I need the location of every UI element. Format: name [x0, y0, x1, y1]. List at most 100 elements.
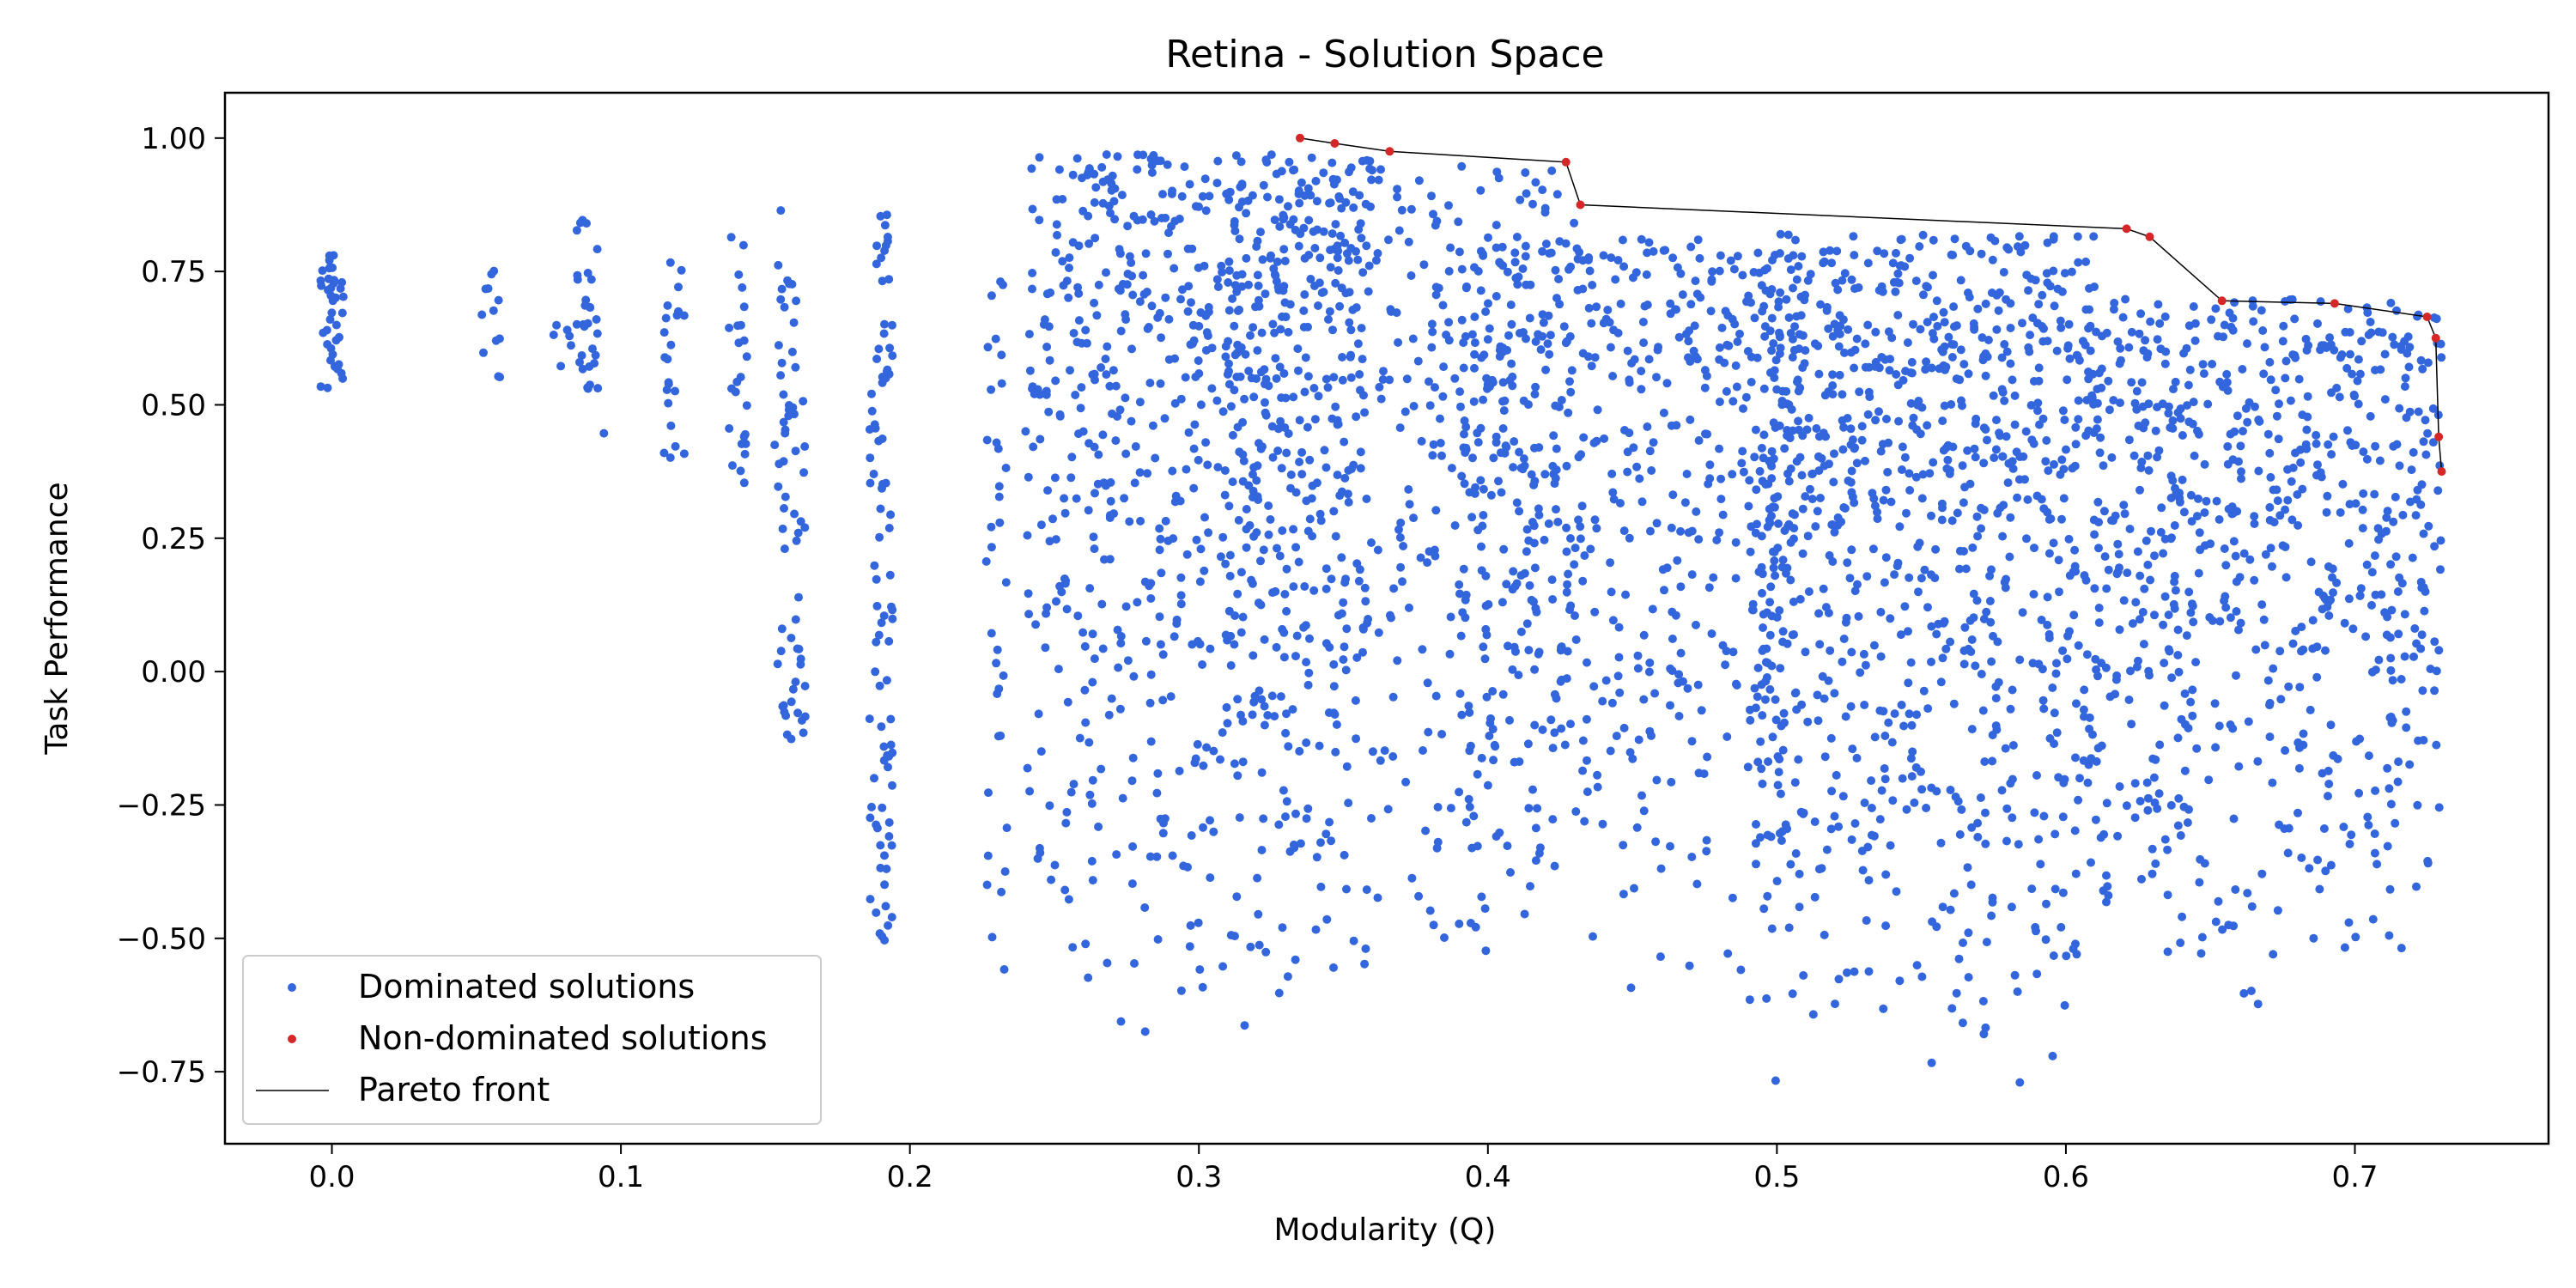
dominated-point — [1667, 523, 1676, 532]
dominated-point — [1419, 746, 1427, 755]
dominated-point — [1294, 186, 1303, 196]
dominated-point — [1606, 746, 1615, 756]
dominated-point — [1907, 772, 1917, 781]
dominated-point — [1888, 796, 1898, 805]
dominated-point — [1170, 398, 1180, 408]
dominated-point — [1270, 216, 1279, 225]
dominated-point — [2124, 343, 2134, 352]
dominated-point — [1548, 815, 1558, 824]
dominated-point — [1061, 818, 1071, 828]
dominated-point — [776, 371, 786, 380]
dominated-point — [987, 933, 997, 942]
dominated-point — [1455, 589, 1464, 598]
dominated-point — [1084, 239, 1094, 248]
dominated-point — [1786, 329, 1795, 337]
dominated-point — [1844, 476, 1853, 485]
dominated-point — [2140, 584, 2149, 593]
dominated-point — [2299, 645, 2308, 654]
dominated-point — [1302, 658, 1311, 667]
dominated-point — [1911, 276, 1921, 286]
dominated-point — [1396, 562, 1406, 572]
dominated-point — [1062, 807, 1072, 817]
dominated-point — [1776, 789, 1785, 799]
dominated-point — [2190, 336, 2200, 345]
dominated-point — [2428, 404, 2438, 413]
dominated-point — [1829, 477, 1838, 487]
dominated-point — [1771, 355, 1781, 365]
dominated-point — [2037, 616, 2046, 624]
dominated-point — [1768, 547, 1777, 556]
dominated-point — [1127, 879, 1137, 889]
dominated-point — [1431, 506, 1441, 515]
dominated-point — [1838, 416, 1847, 425]
dominated-point — [1408, 334, 1418, 343]
dominated-point — [1140, 903, 1150, 912]
dominated-point — [1224, 257, 1234, 266]
dominated-point — [2366, 318, 2375, 326]
dominated-point — [2057, 922, 2066, 932]
dominated-point — [1355, 191, 1364, 200]
dominated-point — [1947, 353, 1957, 361]
dominated-point — [1455, 689, 1465, 698]
dominated-point — [1813, 507, 1822, 516]
dominated-point — [2139, 346, 2148, 355]
dominated-point — [1188, 320, 1198, 330]
dominated-point — [1236, 372, 1245, 381]
dominated-point — [1120, 494, 1129, 503]
dominated-point — [1634, 735, 1643, 744]
dominated-point — [1881, 553, 1891, 562]
dominated-point — [1310, 244, 1320, 252]
dominated-point — [1231, 151, 1241, 161]
dominated-point — [1294, 557, 1303, 567]
dominated-point — [1970, 323, 1979, 331]
dominated-point — [872, 908, 881, 917]
dominated-point — [2193, 426, 2202, 435]
dominated-point — [1470, 349, 1479, 359]
dominated-point — [1261, 380, 1269, 389]
non-dominated-point — [2434, 432, 2444, 441]
dominated-point — [1060, 508, 1070, 518]
dominated-point — [1880, 764, 1889, 773]
dominated-point — [888, 614, 897, 623]
dominated-point — [1848, 435, 1857, 445]
dominated-point — [734, 270, 744, 279]
dominated-point — [1671, 611, 1680, 620]
dominated-point — [2062, 445, 2070, 454]
dominated-point — [1081, 325, 1091, 335]
dominated-point — [1828, 331, 1838, 341]
dominated-point — [1687, 737, 1697, 746]
dominated-point — [2265, 701, 2275, 710]
dominated-point — [592, 245, 602, 254]
dominated-point — [1775, 249, 1784, 258]
dominated-point — [1830, 449, 1838, 459]
dominated-point — [2355, 591, 2365, 600]
dominated-point — [2143, 805, 2153, 815]
dominated-point — [800, 712, 810, 721]
dominated-point — [2409, 652, 2418, 661]
dominated-point — [1759, 430, 1769, 440]
dominated-point — [1260, 635, 1269, 644]
dominated-point — [1394, 525, 1403, 534]
dominated-point — [2184, 417, 2194, 427]
dominated-point — [2107, 516, 2116, 526]
dominated-point — [1431, 383, 1439, 392]
dominated-point — [1028, 269, 1037, 277]
dominated-point — [2298, 484, 2307, 494]
dominated-point — [1746, 705, 1754, 714]
dominated-point — [2071, 869, 2081, 878]
dominated-point — [1374, 628, 1383, 637]
dominated-point — [1723, 949, 1733, 958]
dominated-point — [1249, 323, 1258, 332]
dominated-point — [1123, 656, 1133, 665]
dominated-point — [1890, 709, 1899, 719]
dominated-point — [2018, 608, 2027, 617]
dominated-point — [1344, 256, 1353, 265]
dominated-point — [1540, 535, 1549, 544]
dominated-point — [2344, 538, 2354, 548]
dominated-point — [1226, 631, 1236, 641]
dominated-point — [2265, 448, 2275, 458]
dominated-point — [1686, 300, 1696, 309]
dominated-point — [1223, 719, 1232, 728]
dominated-point — [2149, 773, 2159, 782]
dominated-point — [2113, 337, 2123, 346]
